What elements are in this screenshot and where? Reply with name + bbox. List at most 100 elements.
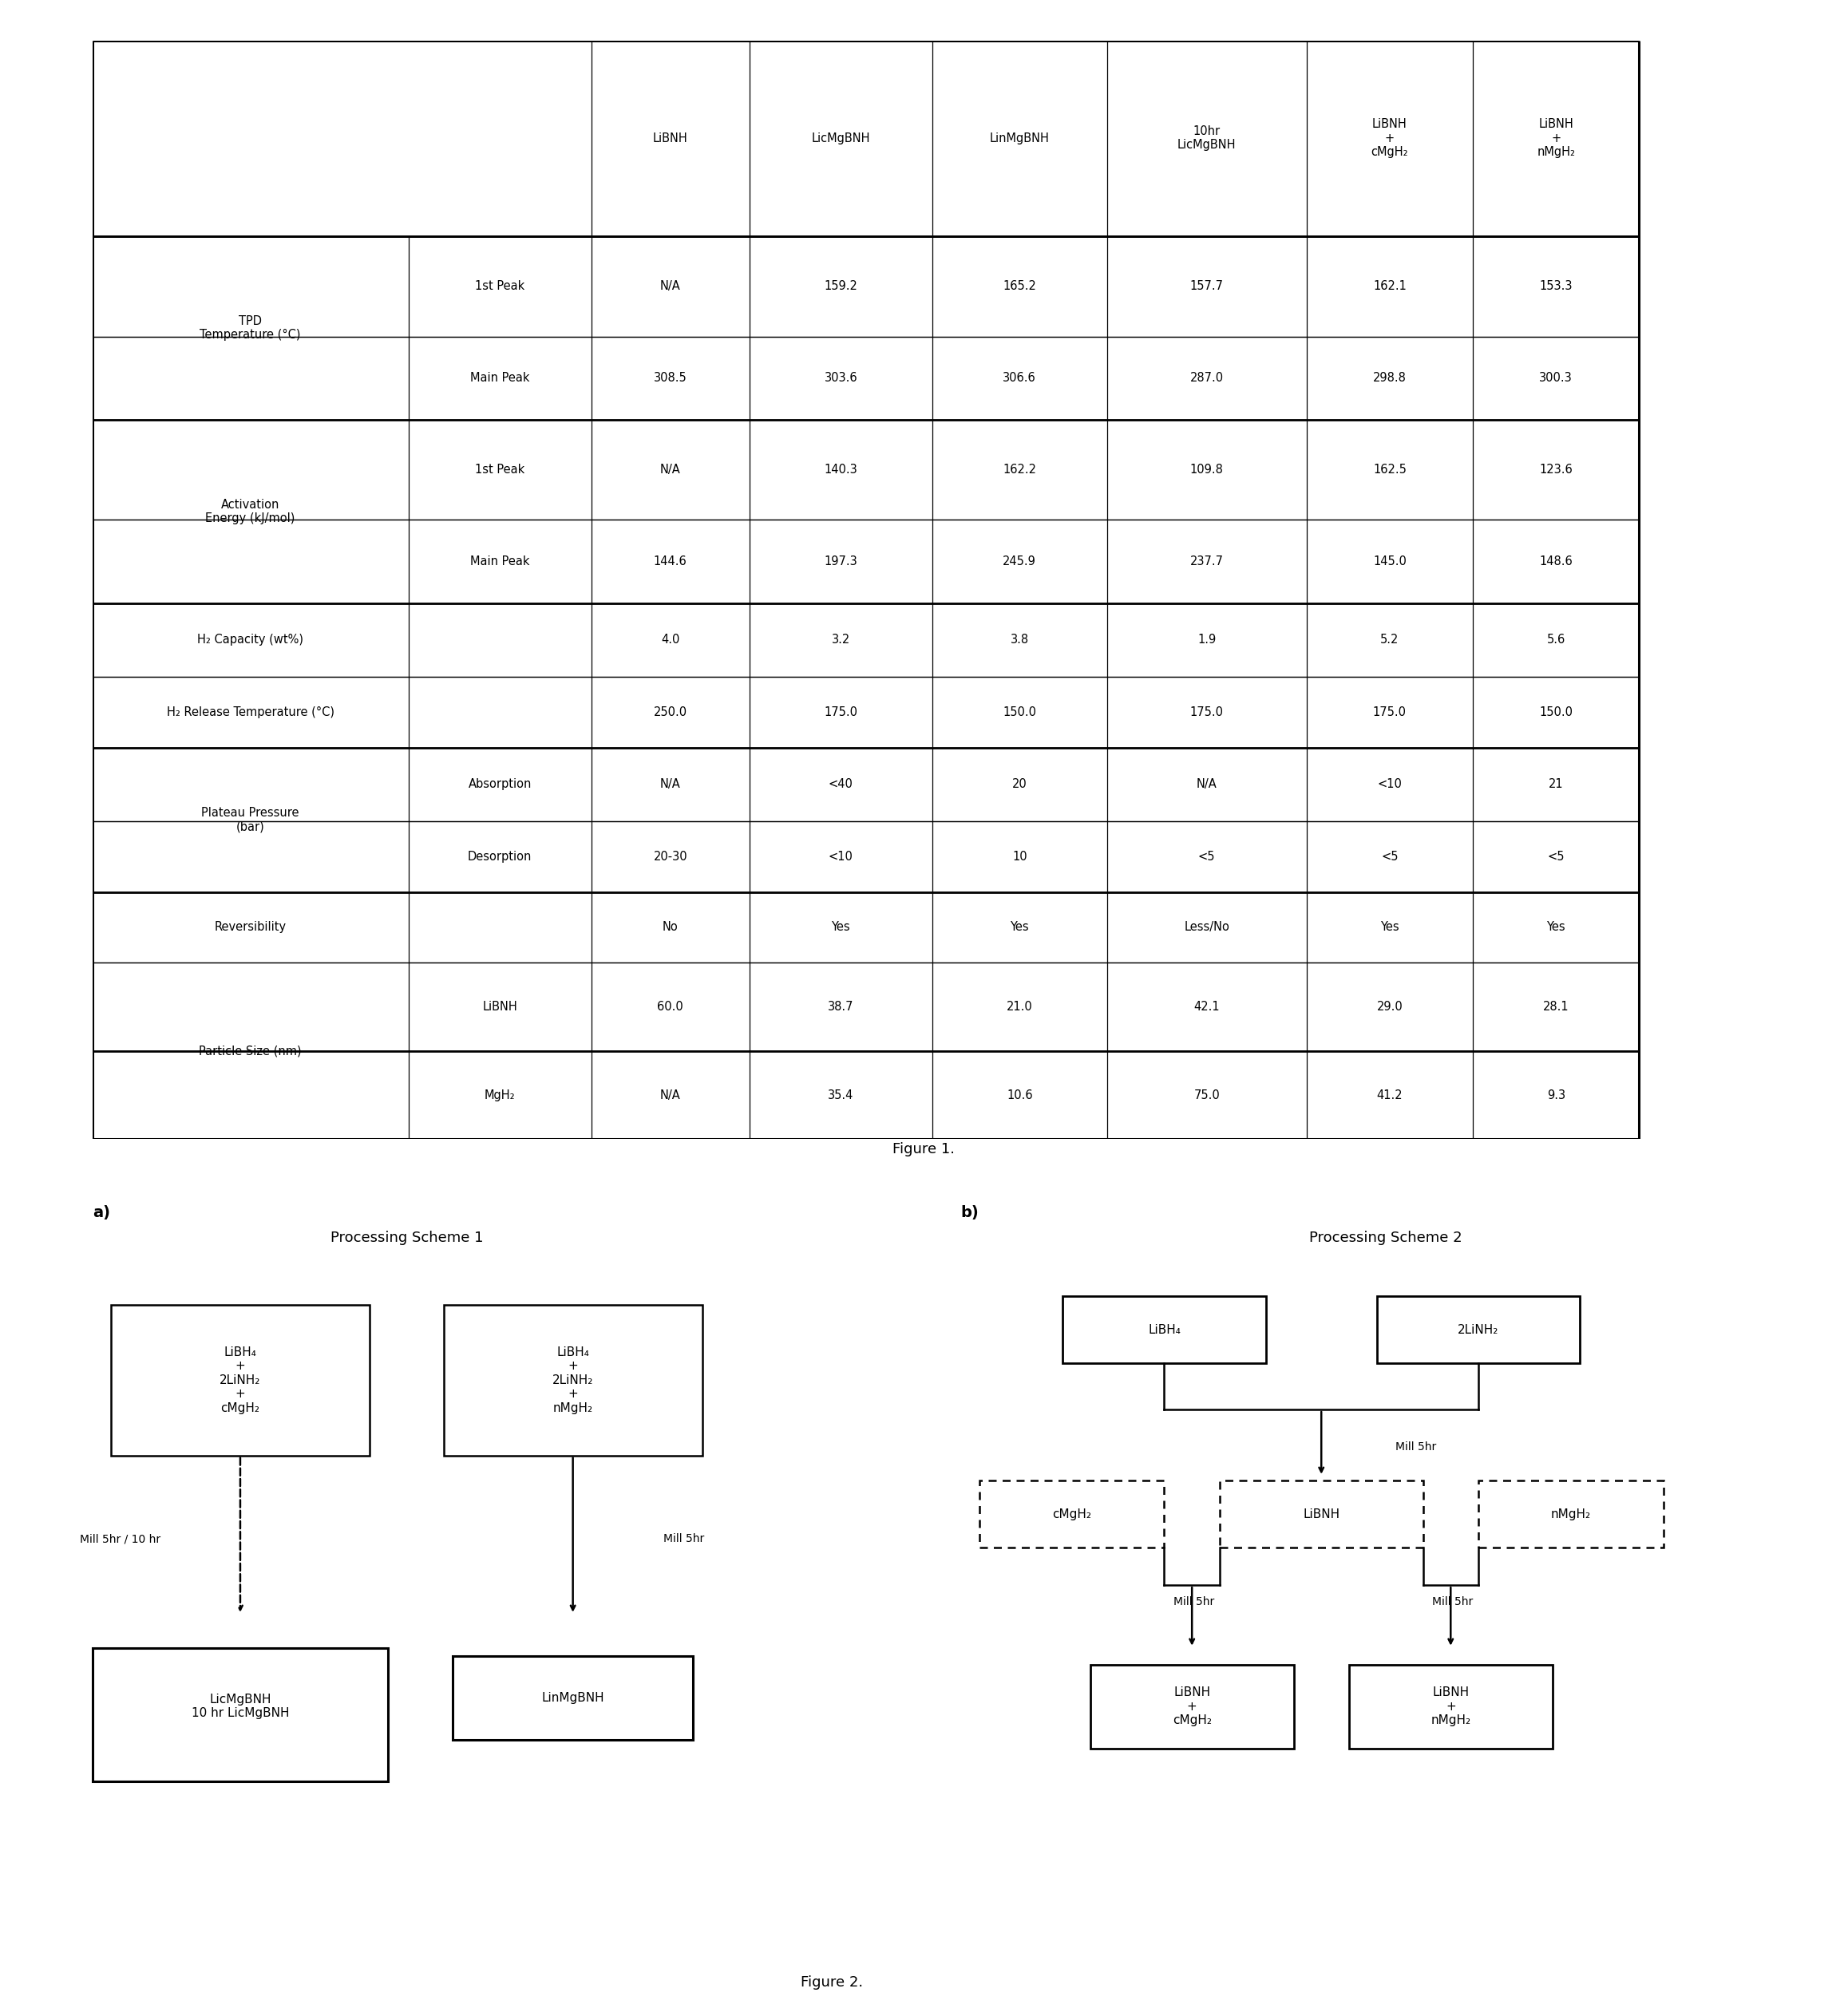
Bar [979, 1480, 1164, 1548]
Text: 41.2: 41.2 [1377, 1089, 1403, 1101]
Text: Yes: Yes [1380, 921, 1399, 933]
Text: 162.5: 162.5 [1373, 464, 1406, 476]
Text: Mill 5hr: Mill 5hr [663, 1534, 704, 1544]
Text: 75.0: 75.0 [1194, 1089, 1220, 1101]
Text: 144.6: 144.6 [654, 556, 687, 569]
Text: 38.7: 38.7 [828, 1000, 854, 1012]
Text: TPD
Temperature (°C): TPD Temperature (°C) [200, 314, 301, 341]
Text: 21.0: 21.0 [1007, 1000, 1033, 1012]
Text: <10: <10 [828, 851, 854, 863]
Text: 159.2: 159.2 [824, 280, 857, 292]
Text: 150.0: 150.0 [1003, 706, 1037, 718]
Text: 9.3: 9.3 [1547, 1089, 1565, 1101]
Bar [1063, 1296, 1266, 1363]
Text: LiBH₄
+
2LiNH₂
+
cMgH₂: LiBH₄ + 2LiNH₂ + cMgH₂ [220, 1347, 261, 1413]
Text: LinMgBNH: LinMgBNH [541, 1691, 604, 1704]
Text: LicMgBNH
10 hr LicMgBNH: LicMgBNH 10 hr LicMgBNH [192, 1693, 288, 1720]
Bar [1349, 1665, 1552, 1748]
Text: 109.8: 109.8 [1190, 464, 1223, 476]
Text: 250.0: 250.0 [654, 706, 687, 718]
Text: Yes: Yes [1547, 921, 1565, 933]
Text: <5: <5 [1547, 851, 1565, 863]
Text: nMgH₂: nMgH₂ [1550, 1508, 1591, 1520]
Text: 10.6: 10.6 [1007, 1089, 1033, 1101]
Text: LinMgBNH: LinMgBNH [991, 133, 1050, 145]
Text: 5.2: 5.2 [1380, 633, 1399, 645]
Text: 1st Peak: 1st Peak [475, 280, 525, 292]
Text: 153.3: 153.3 [1539, 280, 1573, 292]
Text: 140.3: 140.3 [824, 464, 857, 476]
Text: Figure 2.: Figure 2. [800, 1976, 863, 1990]
Bar [1478, 1480, 1663, 1548]
Bar [1090, 1665, 1294, 1748]
Text: a): a) [92, 1206, 111, 1220]
Bar [1377, 1296, 1580, 1363]
Text: LiBNH: LiBNH [482, 1000, 517, 1012]
Text: LiBNH: LiBNH [1303, 1508, 1340, 1520]
Text: 1.9: 1.9 [1198, 633, 1216, 645]
Text: Absorption: Absorption [468, 778, 532, 790]
Text: N/A: N/A [660, 280, 680, 292]
Text: 308.5: 308.5 [654, 373, 687, 383]
Text: 197.3: 197.3 [824, 556, 857, 569]
Text: 2LiNH₂: 2LiNH₂ [1458, 1325, 1499, 1337]
Text: 175.0: 175.0 [1190, 706, 1223, 718]
Text: 245.9: 245.9 [1003, 556, 1037, 569]
Text: <5: <5 [1198, 851, 1216, 863]
Text: LiBNH
+
nMgH₂: LiBNH + nMgH₂ [1538, 119, 1574, 157]
Text: Processing Scheme 1: Processing Scheme 1 [331, 1230, 482, 1246]
Bar [444, 1304, 702, 1456]
Bar [453, 1657, 693, 1740]
Bar [92, 1647, 388, 1782]
Text: 237.7: 237.7 [1190, 556, 1223, 569]
Text: Desorption: Desorption [468, 851, 532, 863]
Text: <10: <10 [1377, 778, 1403, 790]
Text: 303.6: 303.6 [824, 373, 857, 383]
Text: 175.0: 175.0 [824, 706, 857, 718]
Text: Mill 5hr / 10 hr: Mill 5hr / 10 hr [79, 1534, 161, 1544]
Text: Less/No: Less/No [1185, 921, 1229, 933]
Text: Mill 5hr: Mill 5hr [1395, 1441, 1436, 1454]
Text: Activation
Energy (kJ/mol): Activation Energy (kJ/mol) [205, 498, 296, 524]
Text: 1st Peak: 1st Peak [475, 464, 525, 476]
Text: Mill 5hr: Mill 5hr [1432, 1597, 1473, 1607]
Text: No: No [662, 921, 678, 933]
Text: LiBH₄: LiBH₄ [1148, 1325, 1181, 1337]
Text: 21: 21 [1549, 778, 1563, 790]
Text: H₂ Release Temperature (°C): H₂ Release Temperature (°C) [166, 706, 334, 718]
Text: cMgH₂: cMgH₂ [1052, 1508, 1092, 1520]
Text: 165.2: 165.2 [1003, 280, 1037, 292]
Text: Reversibility: Reversibility [214, 921, 286, 933]
Text: 162.2: 162.2 [1003, 464, 1037, 476]
Text: Figure 1.: Figure 1. [893, 1141, 955, 1157]
Text: <40: <40 [828, 778, 854, 790]
Text: MgH₂: MgH₂ [484, 1089, 516, 1101]
Text: 42.1: 42.1 [1194, 1000, 1220, 1012]
Text: H₂ Capacity (wt%): H₂ Capacity (wt%) [198, 633, 303, 645]
Text: N/A: N/A [1196, 778, 1218, 790]
Text: Main Peak: Main Peak [469, 373, 530, 383]
Text: 20-30: 20-30 [654, 851, 687, 863]
Text: b): b) [961, 1206, 979, 1220]
Text: LiBNH: LiBNH [652, 133, 687, 145]
Text: 5.6: 5.6 [1547, 633, 1565, 645]
Text: 20: 20 [1013, 778, 1027, 790]
Text: Main Peak: Main Peak [469, 556, 530, 569]
Text: 123.6: 123.6 [1539, 464, 1573, 476]
Text: Processing Scheme 2: Processing Scheme 2 [1310, 1230, 1462, 1246]
Text: Yes: Yes [1011, 921, 1029, 933]
Text: 28.1: 28.1 [1543, 1000, 1569, 1012]
Text: 3.8: 3.8 [1011, 633, 1029, 645]
Text: 4.0: 4.0 [662, 633, 680, 645]
Text: 150.0: 150.0 [1539, 706, 1573, 718]
Bar [111, 1304, 370, 1456]
Text: N/A: N/A [660, 778, 680, 790]
Text: 298.8: 298.8 [1373, 373, 1406, 383]
Text: 148.6: 148.6 [1539, 556, 1573, 569]
Text: 300.3: 300.3 [1539, 373, 1573, 383]
Text: LiBNH
+
cMgH₂: LiBNH + cMgH₂ [1172, 1687, 1212, 1726]
Text: Mill 5hr: Mill 5hr [1173, 1597, 1214, 1607]
Text: LicMgBNH: LicMgBNH [811, 133, 870, 145]
Text: LiBNH
+
nMgH₂: LiBNH + nMgH₂ [1430, 1687, 1471, 1726]
Text: 287.0: 287.0 [1190, 373, 1223, 383]
